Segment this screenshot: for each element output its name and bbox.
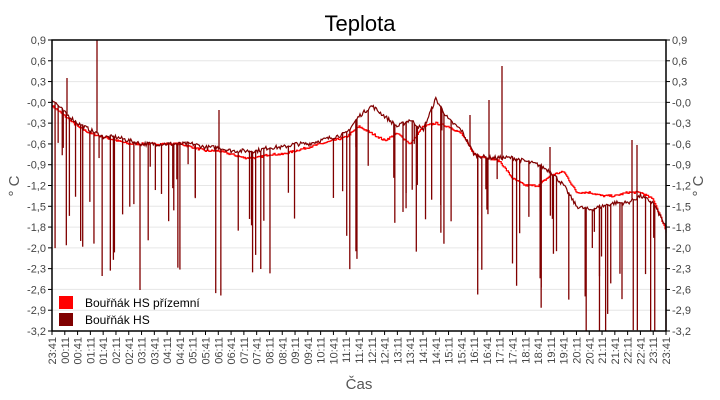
y-axis-left: 0,9 0,6 0,3 -0,0 -0,3 -0,6 -0,9 -1,2 -1,5 -1,8 -2,… [27,35,52,338]
x-tick-label: 04:11 [162,337,174,364]
y-axis-right: 0,9 0,6 0,3 -0,0 -0,3 -0,6 -0,9 -1,2 -1,5 -1,8 -2,… [666,35,691,338]
x-tick-label: 11:11 [341,337,353,363]
x-tick-label: 15:41 [456,337,468,365]
y-tick-label: 0,9 [31,35,46,47]
x-tick-label: 07:11 [239,337,251,364]
y-tick-label: -1,8 [27,222,46,234]
x-tick-label: 11:41 [354,337,366,364]
x-tick-label: 14:11 [418,337,430,364]
x-tick-label: 13:11 [392,337,404,364]
x-tick-label: 08:41 [277,337,289,365]
legend: Bouřňák HS přízemní Bouřňák HS [59,296,200,327]
legend-swatch-red [59,296,73,309]
x-tick-label: 22:11 [623,337,635,364]
x-tick-label: 21:41 [610,337,622,365]
x-tick-label: 03:11 [137,337,149,364]
x-axis: 23:41 00:11 00:41 01:11 01:41 02:11 02:41 03:11… [47,331,673,365]
chart-title: Teplota [325,11,397,36]
y-tick-label: -2,0 [672,243,691,255]
y-tick-label: -0,6 [27,139,46,151]
x-tick-label: 19:41 [559,337,571,365]
legend-item-hs[interactable]: Bouřňák HS [59,313,150,327]
x-tick-label: 07:41 [252,337,264,365]
y-tick-label: -0,0 [672,97,691,109]
y-tick-label: -3,2 [672,326,691,338]
y-tick-label: -1,2 [672,181,691,193]
y-tick-label: -2,3 [672,264,691,276]
x-tick-label: 22:41 [635,337,647,365]
x-tick-label: 10:41 [328,337,340,365]
x-tick-label: 04:41 [175,337,187,365]
x-tick-label: 10:11 [316,337,328,364]
y-axis-label-left: ° C [6,175,23,196]
legend-label: Bouřňák HS [85,313,150,327]
legend-label: Bouřňák HS přízemní [85,296,200,310]
y-tick-label: 0,3 [672,77,687,89]
x-tick-label: 18:11 [520,337,532,364]
y-tick-label: -1,5 [27,201,46,213]
y-tick-label: -1,2 [27,181,46,193]
y-tick-label: -0,3 [672,118,691,130]
y-tick-label: -3,2 [27,326,46,338]
y-tick-label: -2,6 [672,284,691,296]
x-tick-label: 16:11 [469,337,481,364]
x-tick-label: 20:41 [584,337,596,365]
x-tick-label: 19:11 [546,337,558,364]
grid-lines [52,60,666,311]
y-axis-label-right: ° C [690,175,707,196]
legend-item-prizemni[interactable]: Bouřňák HS přízemní [59,296,200,310]
y-tick-label: -0,3 [27,118,46,130]
y-tick-label: -2,3 [27,264,46,276]
x-tick-label: 23:11 [648,337,660,364]
x-tick-label: 13:41 [405,337,417,365]
legend-swatch-darkred [59,313,73,326]
y-tick-label: -2,9 [672,305,691,317]
x-tick-label: 17:41 [508,337,520,365]
x-tick-label: 16:41 [482,337,494,365]
x-tick-label: 06:41 [226,337,238,365]
x-axis-label: Čas [346,376,373,393]
y-tick-label: -0,9 [672,160,691,172]
y-tick-label: 0,6 [672,56,687,68]
y-tick-label: 0,6 [31,56,46,68]
y-tick-label: -2,0 [27,243,46,255]
x-tick-label: 15:11 [444,337,456,364]
y-tick-label: -0,9 [27,160,46,172]
y-tick-label: 0,9 [672,35,687,47]
x-tick-label: 03:41 [149,337,161,365]
x-tick-label: 00:41 [73,337,85,365]
y-tick-label: -2,6 [27,284,46,296]
y-tick-label: -0,6 [672,139,691,151]
x-tick-label: 12:41 [380,337,392,365]
x-tick-label: 01:11 [85,337,97,364]
x-tick-label: 12:11 [367,337,379,364]
y-tick-label: -0,0 [27,97,46,109]
x-tick-label: 05:11 [188,337,200,364]
x-tick-label: 14:41 [431,337,443,365]
x-tick-label: 23:41 [47,337,59,365]
data-series [51,40,667,331]
x-tick-label: 20:11 [571,337,583,364]
x-tick-label: 02:11 [111,337,123,364]
y-tick-label: -1,8 [672,222,691,234]
x-tick-label: 09:41 [303,337,315,365]
x-tick-label: 05:41 [201,337,213,365]
x-tick-label: 00:11 [60,337,72,364]
x-tick-label: 02:41 [124,337,136,365]
x-tick-label: 17:11 [495,337,507,364]
y-tick-label: -2,9 [27,305,46,317]
x-tick-label: 06:11 [213,337,225,364]
x-tick-label: 01:41 [98,337,110,365]
x-tick-label: 08:11 [264,337,276,364]
x-tick-label: 09:11 [290,337,302,364]
x-tick-label: 18:41 [533,337,545,365]
y-tick-label: 0,3 [31,77,46,89]
x-tick-label: 23:41 [661,337,673,365]
x-tick-label: 21:11 [597,337,609,364]
y-tick-label: -1,5 [672,201,691,213]
